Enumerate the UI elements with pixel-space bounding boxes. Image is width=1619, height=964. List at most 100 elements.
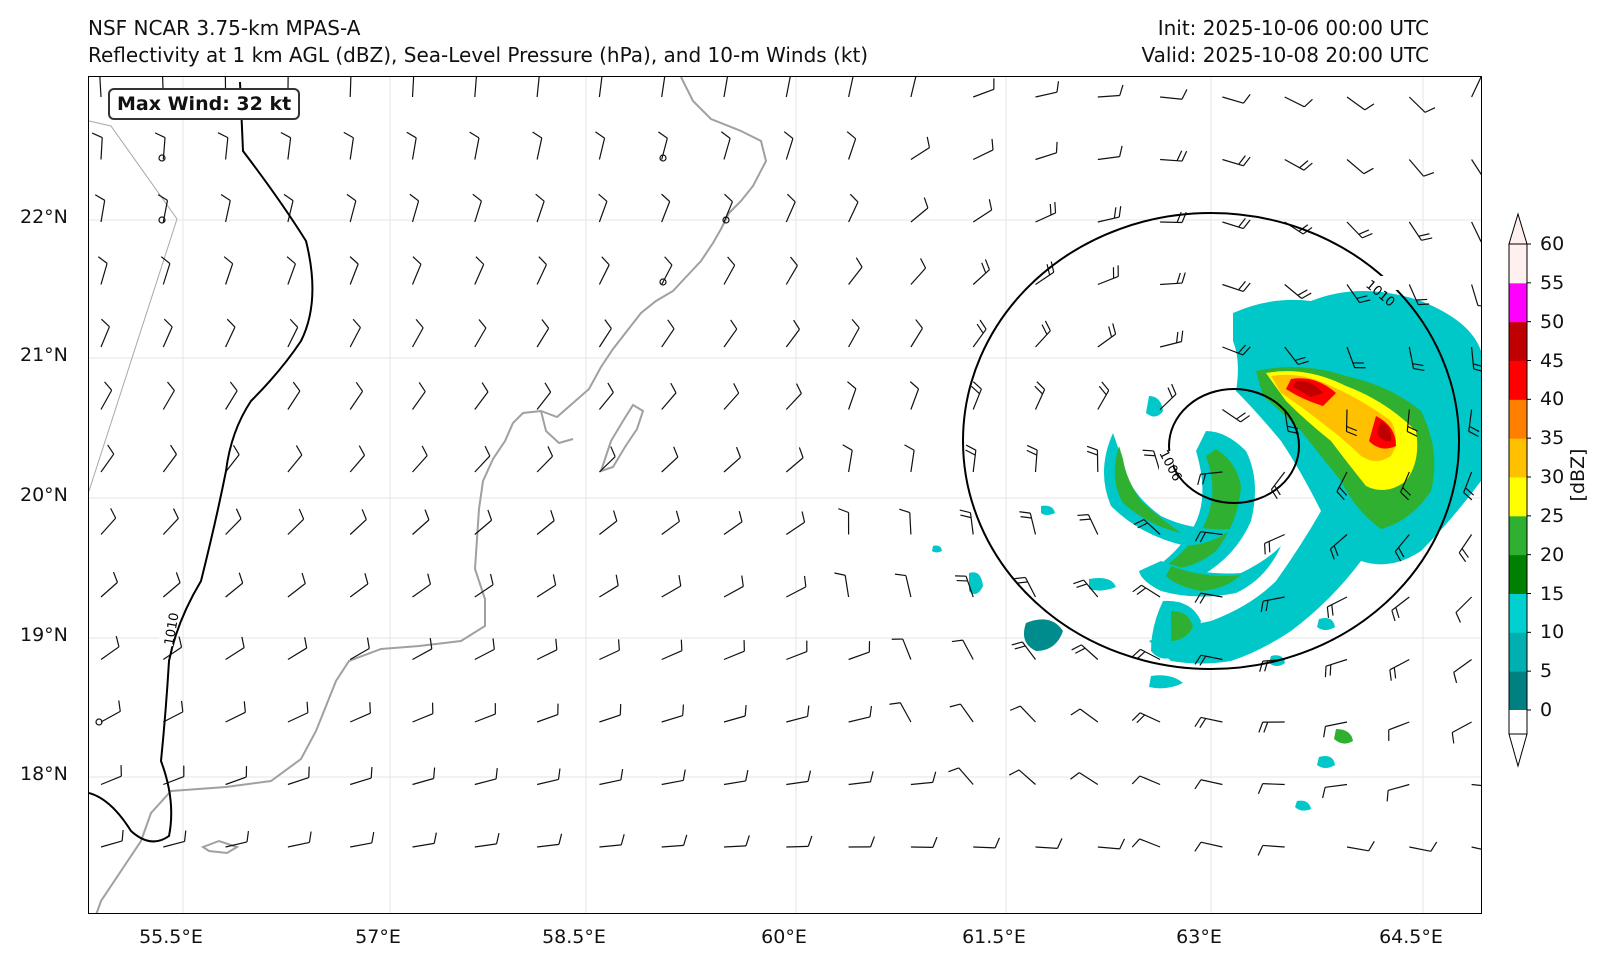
wind-barb [162,508,179,535]
wind-barb [1222,93,1251,104]
wind-barb [1409,841,1438,852]
wind-barb [1026,444,1038,473]
wind-barb [723,256,736,285]
wind-barb [723,77,729,98]
wind-barb [595,131,606,160]
wind-barb [411,318,424,348]
wind-barb [1391,596,1410,622]
wind-barb [287,766,310,786]
wind-barb [91,132,103,160]
wind-barb [99,77,102,98]
wind-barb [848,641,871,661]
wind-barb [955,575,974,598]
wind-barb [412,637,433,661]
wind-barb [1346,284,1371,304]
wind-barb [965,444,977,473]
colorbar-extend-min [1508,733,1528,768]
wind-barb [220,194,231,223]
wind-barb [283,193,294,223]
wind-barb [346,193,357,223]
wind-barb [598,193,608,223]
colorbar-label: [dBZ] [1567,448,1589,502]
wind-barb [786,575,807,598]
wind-barb [723,193,734,223]
wind-barb [100,829,124,848]
wind-barb [1160,272,1186,286]
colorbar-segment [1509,244,1527,284]
colorbar-tick-label: 35 [1540,427,1565,450]
wind-barb [100,700,121,723]
wind-barb [1324,658,1348,678]
wind-barb [1097,145,1123,161]
wind-barb [1326,596,1348,618]
wind-barb [287,572,306,598]
wind-barb [536,319,550,348]
wind-barb [1336,471,1348,501]
wind-barb [848,77,854,98]
wind-barb [723,640,745,661]
wind-barb [474,319,487,348]
wind-barb [785,77,791,98]
wind-barb [949,703,974,723]
wind-barb [1471,783,1481,787]
country-border [89,120,178,492]
wind-barb [1097,206,1122,223]
wind-barb [723,770,749,786]
wind-barb [225,444,240,473]
colorbar-tick-label: 0 [1540,699,1553,721]
wind-barb [287,445,303,473]
wind-barb [225,766,248,786]
wind-barb [1194,654,1223,666]
wind-barb [1097,84,1124,98]
wind-barb [411,256,422,285]
wind-barb [1132,584,1161,598]
wind-barb [1346,96,1375,111]
wind-barb [661,510,680,535]
wind-barb [1014,576,1037,598]
wind-barb [971,381,982,410]
wind-barb [598,77,603,98]
wind-barb [972,138,994,161]
colorbar-tick-label: 55 [1540,271,1565,294]
wind-barb [474,573,494,598]
max-wind-label: Max Wind: 32 kt [108,88,301,120]
wind-barb [412,445,428,473]
wind-barb [1160,89,1188,100]
wind-barb [1194,531,1223,543]
wind-barb [472,193,482,223]
wind-barb [1035,201,1057,223]
wind-barb [1194,592,1223,604]
wind-barb [280,131,292,160]
wind-barb [1471,221,1481,243]
wind-barb [598,382,614,410]
colorbar-segment [1509,438,1527,478]
reflectivity-field [932,291,1481,811]
wind-barb [1451,721,1472,744]
wind-barb [1035,838,1063,849]
wind-barb [846,131,857,160]
wind-barb [723,511,743,535]
wind-barb [1408,159,1435,177]
calm-wind-markers [95,154,730,726]
colorbar-segment [1509,321,1527,361]
colorbar-tick-label: 20 [1540,543,1565,566]
title-model: NSF NCAR 3.75-km MPAS-A [88,16,361,40]
wind-barb [1197,471,1223,486]
wind-barb [1073,579,1099,598]
wind-barb [598,256,610,285]
y-tick-label: 18°N [20,763,68,785]
wind-barb [1408,284,1430,306]
wind-barb [972,259,991,285]
wind-barb [1394,534,1410,562]
wind-barb [1194,716,1223,729]
wind-barb [899,508,912,535]
wind-barb [474,833,500,848]
wind-barb [163,700,184,723]
wind-barb [225,636,245,661]
wind-barb [910,77,917,98]
wind-barb [661,834,688,848]
coastline [95,77,768,913]
wind-barb [786,770,812,786]
colorbar-segment [1509,632,1527,672]
wind-barb [350,766,373,786]
